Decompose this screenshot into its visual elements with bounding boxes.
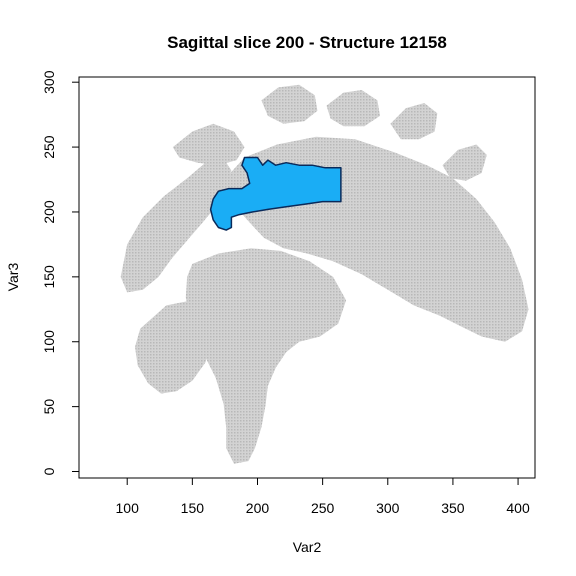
x-tick-label: 400: [506, 500, 530, 516]
brain-slice-series: [121, 85, 529, 464]
tissue-region-superior-gyrus-1: [261, 85, 317, 124]
y-tick-label: 0: [41, 467, 57, 475]
x-tick-label: 300: [376, 500, 400, 516]
x-tick-label: 100: [116, 500, 140, 516]
y-axis: 0 50 100 150 200 250 300: [41, 70, 79, 475]
y-tick-label: 300: [41, 70, 57, 94]
x-axis: 100 150 200 250 300 350 400: [116, 478, 530, 516]
y-axis-label: Var3: [5, 263, 21, 292]
y-tick-label: 100: [41, 330, 57, 354]
tissue-region-superior-gyrus-2: [327, 90, 381, 126]
x-tick-label: 250: [311, 500, 335, 516]
y-tick-label: 150: [41, 265, 57, 289]
chart-title: Sagittal slice 200 - Structure 12158: [167, 33, 447, 52]
x-tick-label: 150: [181, 500, 205, 516]
y-tick-label: 50: [41, 399, 57, 415]
tissue-region-posterior-gyrus: [443, 145, 487, 181]
x-tick-label: 350: [441, 500, 465, 516]
y-tick-label: 250: [41, 135, 57, 159]
tissue-region-cerebellum: [135, 300, 211, 393]
x-tick-label: 200: [246, 500, 270, 516]
tissue-region-superior-gyrus-3: [390, 103, 437, 139]
tissue-region-brainstem-midbrain: [186, 248, 346, 463]
x-axis-label: Var2: [293, 539, 322, 555]
y-tick-label: 200: [41, 200, 57, 224]
tissue-region-anterior-gyri: [173, 124, 245, 166]
